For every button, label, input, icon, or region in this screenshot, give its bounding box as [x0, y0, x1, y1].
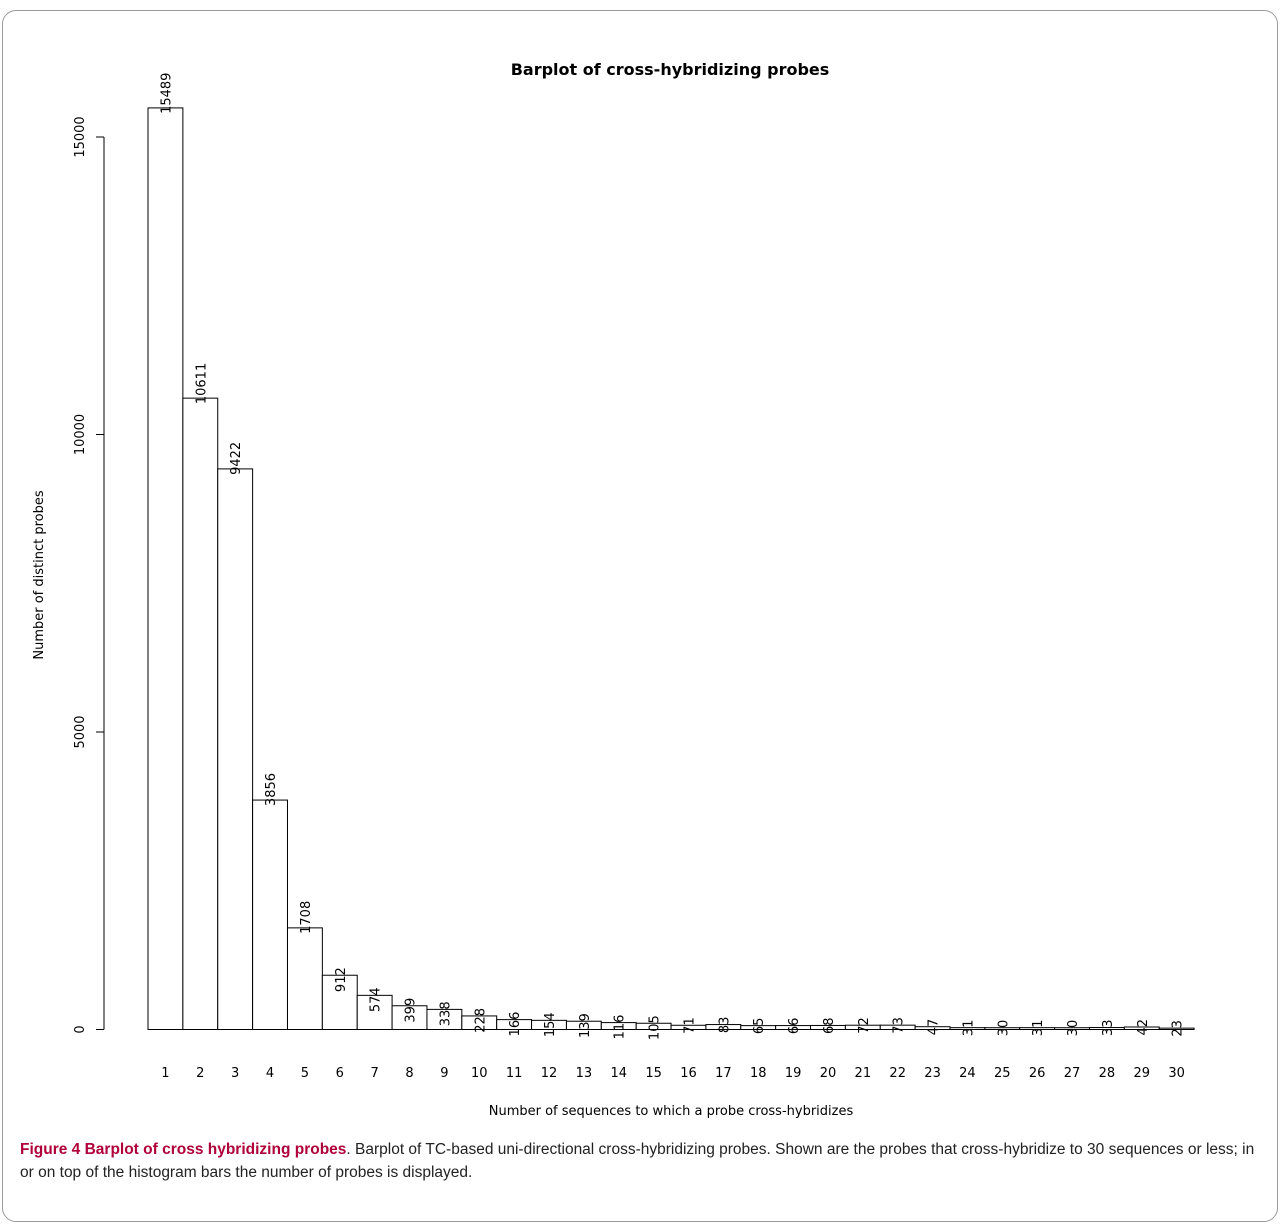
- x-axis-label: Number of sequences to which a probe cro…: [489, 1104, 854, 1119]
- x-tick-label: 9: [440, 1066, 448, 1081]
- x-tick-label: 25: [994, 1066, 1011, 1081]
- bar-value-label: 83: [717, 1017, 732, 1034]
- bar-value-label: 9422: [229, 442, 244, 475]
- x-tick-label: 8: [405, 1066, 413, 1081]
- x-tick-label: 29: [1134, 1066, 1151, 1081]
- chart-title: Barplot of cross-hybridizing probes: [511, 60, 830, 79]
- bar-value-label: 47: [927, 1019, 942, 1036]
- x-tick-label: 23: [924, 1066, 941, 1081]
- x-tick-label: 22: [889, 1066, 906, 1081]
- bar-value-label: 23: [1171, 1020, 1186, 1037]
- bar: [356, 994, 393, 1030]
- x-tick-label: 17: [715, 1066, 732, 1081]
- bar-value-label: 338: [438, 1001, 453, 1026]
- bar: [252, 799, 288, 1030]
- bar-value-label: 574: [369, 987, 384, 1012]
- bar-value-label: 166: [508, 1012, 523, 1037]
- bar-labels-group: 15489 10611 9422 3856 1708 912 574 399 338 228 166…: [159, 73, 1185, 1041]
- bar-value-label: 30: [996, 1020, 1011, 1037]
- y-axis-label: Number of distinct probes: [32, 490, 47, 659]
- bar: [147, 107, 184, 1031]
- bar-value-label: 73: [892, 1017, 907, 1034]
- bar-value-label: 1708: [299, 901, 314, 934]
- bar-value-label: 30: [1066, 1020, 1081, 1037]
- caption-heading: Figure 4 Barplot of cross hybridizing pr…: [20, 1141, 347, 1158]
- x-tick-label: 5: [301, 1066, 309, 1081]
- bar-chart: Barplot of cross-hybridizing probes 0 500…: [32, 60, 1195, 1119]
- x-tick-label: 26: [1029, 1066, 1046, 1081]
- bar-value-label: 71: [682, 1017, 697, 1034]
- y-axis: 0 5000 10000 15000: [73, 116, 105, 1034]
- x-tick-label: 2: [196, 1066, 204, 1081]
- x-tick-label: 13: [576, 1066, 593, 1081]
- x-tick-label: 20: [820, 1066, 837, 1081]
- bar-value-label: 31: [961, 1020, 976, 1037]
- x-tick-label: 19: [785, 1066, 802, 1081]
- bar: [286, 927, 323, 1031]
- bar-value-label: 68: [822, 1017, 837, 1034]
- bar-value-label: 228: [473, 1008, 488, 1033]
- x-tick-label: 18: [750, 1066, 767, 1081]
- bar-value-label: 42: [1136, 1019, 1151, 1036]
- x-tick-label: 24: [959, 1066, 976, 1081]
- bar-value-label: 65: [752, 1018, 767, 1035]
- bar-value-label: 116: [613, 1015, 628, 1040]
- x-tick-label: 10: [471, 1066, 488, 1081]
- bar-value-label: 139: [578, 1013, 593, 1038]
- x-tick-label: 21: [855, 1066, 872, 1081]
- bar-value-label: 66: [787, 1018, 802, 1035]
- bar-value-label: 399: [404, 998, 419, 1023]
- x-tick-label: 28: [1099, 1066, 1116, 1081]
- bar-value-label: 105: [648, 1015, 663, 1040]
- x-tick-label: 27: [1064, 1066, 1081, 1081]
- bar-value-label: 3856: [264, 773, 279, 806]
- x-tick-label: 11: [506, 1066, 523, 1081]
- bar: [217, 468, 254, 1030]
- x-tick-labels: 1 2 3 4 5 6 7 8 9 10 11 12 13 14 15 16 17 18 19 20 21 22 23 24 2…: [161, 1066, 1185, 1081]
- bar-value-label: 33: [1101, 1020, 1116, 1037]
- bar-value-label: 10611: [194, 363, 209, 404]
- x-tick-label: 14: [610, 1066, 627, 1081]
- bar-value-label: 15489: [159, 73, 174, 114]
- y-tick-label: 15000: [73, 116, 88, 157]
- y-tick-label: 0: [73, 1025, 88, 1033]
- x-tick-label: 3: [231, 1066, 239, 1081]
- bar-value-label: 912: [334, 967, 349, 992]
- x-tick-label: 16: [680, 1066, 697, 1081]
- y-tick-label: 10000: [73, 414, 88, 455]
- figure-caption: Figure 4 Barplot of cross hybridizing pr…: [20, 1138, 1265, 1184]
- x-tick-label: 12: [541, 1066, 558, 1081]
- bar: [321, 974, 358, 1031]
- y-tick-label: 5000: [73, 715, 88, 748]
- bar-value-label: 154: [543, 1012, 558, 1037]
- bar: [1158, 1027, 1195, 1030]
- bar-value-label: 31: [1031, 1020, 1046, 1037]
- bar: [182, 397, 219, 1030]
- x-tick-label: 15: [645, 1066, 662, 1081]
- x-tick-label: 6: [336, 1066, 344, 1081]
- bars-group: [147, 107, 1195, 1031]
- x-tick-label: 7: [371, 1066, 379, 1081]
- x-tick-label: 4: [266, 1066, 274, 1081]
- x-tick-label: 30: [1168, 1066, 1185, 1081]
- caption-body: . Barplot of TC-based uni-directional cr…: [20, 1141, 1255, 1181]
- bar-value-label: 72: [857, 1017, 872, 1034]
- x-tick-label: 1: [161, 1066, 169, 1081]
